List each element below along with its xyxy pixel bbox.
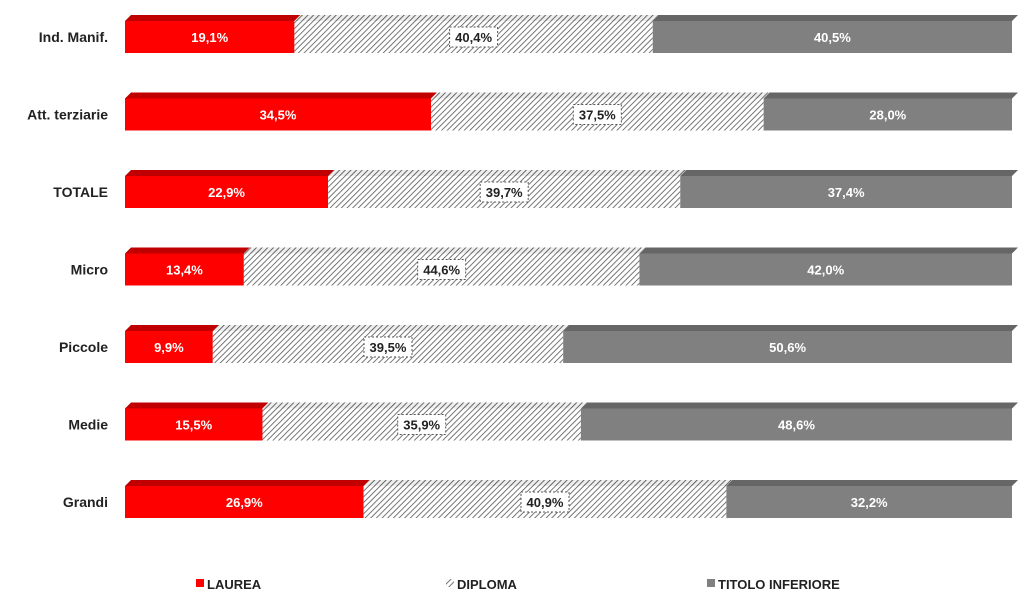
bar-laurea-totale-top [125,170,335,176]
bar-titolo-inferiore-micro-top [639,247,1018,254]
legend-label-titolo-inferiore: TITOLO INFERIORE [718,577,840,592]
value-label-diploma-ind-manif: 40,4% [455,30,492,45]
legend-swatch-titolo-inferiore [707,579,715,587]
bar-laurea-grandi-top [125,480,370,486]
bar-diploma-medie-top [262,402,587,409]
value-label-titolo-inferiore-att-terziarie: 28,0% [869,108,906,123]
value-label-laurea-medie: 15,5% [175,418,212,433]
bar-laurea-ind-manif-top [125,15,301,21]
bar-titolo-inferiore-ind-manif-top [652,15,1018,21]
bar-titolo-inferiore-medie-top [580,402,1018,409]
bar-laurea-ind-manif [125,21,295,53]
value-label-titolo-inferiore-medie: 48,6% [778,418,815,433]
value-label-laurea-grandi: 26,9% [226,495,263,510]
bar-laurea-att-terziarie [125,98,432,131]
legend-swatch-laurea [196,579,204,587]
bar-laurea-piccole-top [125,325,219,331]
value-label-titolo-inferiore-piccole: 50,6% [769,340,806,355]
category-label-att-terziarie: Att. terziarie [27,107,108,123]
bar-titolo-inferiore-grandi [726,486,1012,518]
bar-titolo-inferiore-totale-top [680,170,1018,176]
category-label-grandi: Grandi [63,494,108,510]
value-label-laurea-micro: 13,4% [166,263,203,278]
bar-titolo-inferiore-totale [680,176,1012,208]
bar-titolo-inferiore-att-terziarie-top [763,92,1018,99]
bar-laurea-piccole [125,331,213,363]
bar-laurea-totale [125,176,329,208]
value-label-laurea-piccole: 9,9% [154,340,184,355]
category-label-micro: Micro [71,262,108,278]
bar-titolo-inferiore-att-terziarie [763,98,1012,131]
value-label-titolo-inferiore-ind-manif: 40,5% [814,30,851,45]
value-label-box-diploma-att-terziarie [572,104,622,125]
bar-diploma-totale-top [328,170,687,176]
value-label-diploma-piccole: 39,5% [370,340,407,355]
value-label-diploma-grandi: 40,9% [527,495,564,510]
bar-laurea-medie [125,408,263,441]
value-label-box-diploma-medie [397,414,447,435]
bars-group: Ind. Manif. 19,1% 40,4% 40,5% Att. terziarie… [27,15,1018,518]
bar-diploma-att-terziarie-top [431,92,770,99]
bar-diploma-ind-manif-top [294,15,659,21]
bar-laurea-att-terziarie-top [125,92,438,99]
legend: LAUREA DIPLOMA TITOLO INFERIORE [196,577,840,592]
bar-titolo-inferiore-grandi-top [726,480,1018,486]
value-label-box-diploma-totale [479,181,529,203]
bar-diploma-piccole-top [212,325,570,331]
category-label-totale: TOTALE [53,184,108,200]
legend-swatch-diploma [446,579,454,587]
bar-titolo-inferiore-piccole-top [563,325,1018,331]
value-label-titolo-inferiore-micro: 42,0% [807,263,844,278]
bar-diploma-micro-top [243,247,646,254]
value-label-box-diploma-micro [417,259,467,280]
bar-laurea-micro-top [125,247,250,254]
value-label-diploma-att-terziarie: 37,5% [579,108,616,123]
value-label-laurea-att-terziarie: 34,5% [260,108,297,123]
bar-laurea-micro [125,253,244,286]
value-label-diploma-medie: 35,9% [403,418,440,433]
bar-diploma-grandi-top [363,480,733,486]
legend-label-laurea: LAUREA [207,577,262,592]
bar-titolo-inferiore-medie [580,408,1012,441]
value-label-titolo-inferiore-totale: 37,4% [828,185,865,200]
bar-laurea-medie-top [125,402,269,409]
category-label-medie: Medie [68,417,108,433]
value-label-laurea-ind-manif: 19,1% [191,30,228,45]
value-label-laurea-totale: 22,9% [208,185,245,200]
category-label-ind-manif: Ind. Manif. [39,29,108,45]
bar-titolo-inferiore-ind-manif [652,21,1012,53]
category-label-piccole: Piccole [59,339,108,355]
value-label-diploma-totale: 39,7% [486,185,523,200]
bar-laurea-grandi [125,486,364,518]
legend-label-diploma: DIPLOMA [457,577,518,592]
value-label-titolo-inferiore-grandi: 32,2% [851,495,888,510]
value-label-box-diploma-ind-manif [449,26,499,48]
value-label-box-diploma-piccole [363,336,413,358]
value-label-diploma-micro: 44,6% [423,263,460,278]
bar-titolo-inferiore-micro [639,253,1012,286]
bar-titolo-inferiore-piccole [563,331,1012,363]
value-label-box-diploma-grandi [520,491,570,513]
